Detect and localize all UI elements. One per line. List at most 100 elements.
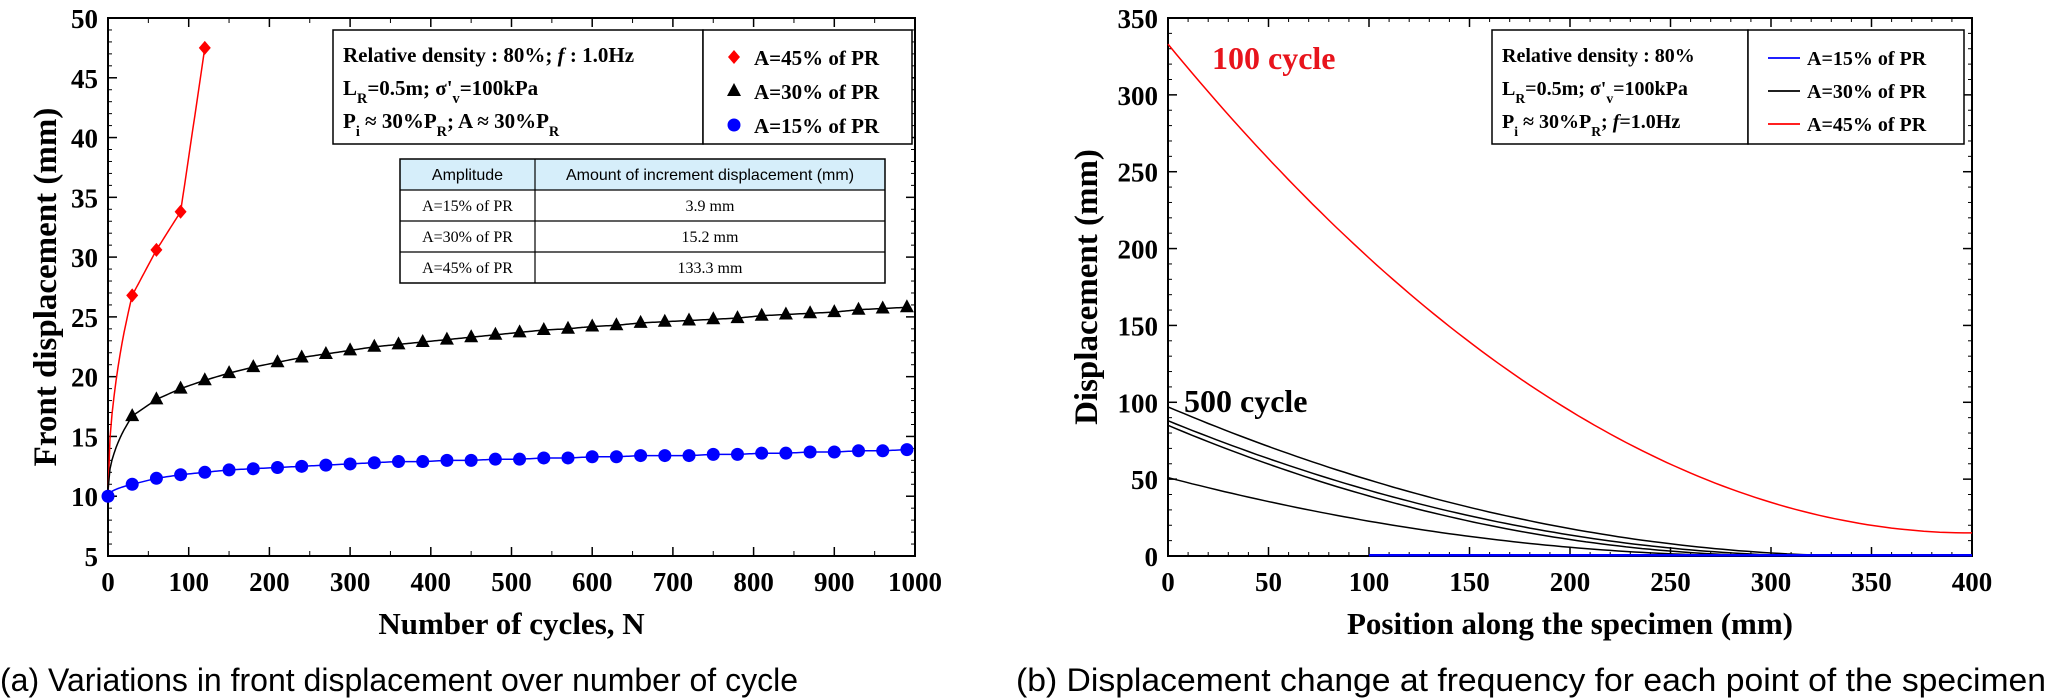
chart-b-ytick-label: 150 [1118, 311, 1159, 341]
chart-a-point [125, 477, 139, 491]
chart-a-info-line: Relative density : 80%; f : 1.0Hz [343, 43, 634, 67]
chart-a-point [488, 452, 502, 466]
chart-a-point [416, 455, 430, 469]
chart-a-xtick-label: 0 [101, 567, 115, 597]
chart-a-ytick-label: 35 [71, 183, 98, 213]
chart-a-point [778, 306, 793, 320]
chart-a-point [319, 458, 333, 472]
chart-a-point [682, 449, 696, 463]
chart-a-point [149, 391, 164, 405]
chart-a-point [198, 40, 211, 55]
chart-a-point [367, 338, 382, 352]
chart-a-point [537, 451, 551, 465]
chart-a-point [851, 301, 866, 315]
chart-a-ytick-label: 10 [71, 482, 98, 512]
chart-a-xtick-label: 1000 [888, 567, 942, 597]
chart-b-xtick-label: 50 [1255, 567, 1282, 597]
chart-b-legend-label: A=45% of PR [1807, 114, 1927, 136]
chart-b-ytick-label: 50 [1131, 465, 1158, 495]
chart-a-ytick-label: 45 [71, 64, 98, 94]
chart-a-point [439, 331, 454, 345]
chart-a-point [754, 307, 769, 321]
chart-a-table-header: Amplitude [432, 167, 503, 184]
chart-a-ytick-label: 15 [71, 422, 98, 452]
chart-a-point [513, 452, 527, 466]
chart-b-info-box: Relative density : 80% LR=0.5m; σ'v=100kP… [1491, 29, 1749, 145]
chart-a-point [706, 311, 721, 325]
chart-a-xtick-label: 300 [330, 567, 371, 597]
chart-a-table-cell: A=45% of PR [422, 260, 513, 277]
chart-a-point [174, 204, 187, 219]
chart-a-ytick-label: 40 [71, 124, 98, 154]
chart-a-point [343, 342, 358, 356]
chart-a-xtick-label: 900 [814, 567, 855, 597]
chart-a-point [367, 456, 381, 470]
chart-b-xtick-label: 150 [1449, 567, 1490, 597]
chart-a-legend-label: A=30% of PR [754, 80, 880, 104]
chart-b-xtick-label: 350 [1851, 567, 1892, 597]
chart-a-point [852, 444, 866, 458]
caption-a: (a) Variations in front displacement ove… [0, 662, 798, 698]
chart-b-legend-label: A=15% of PR [1807, 48, 1927, 70]
chart-a-xtick-label: 700 [653, 567, 694, 597]
chart-a-point [827, 304, 842, 318]
chart-b-series-line [1167, 406, 1972, 557]
chart-a-series [101, 443, 914, 503]
chart-a-table-cell: 133.3 mm [678, 260, 743, 277]
chart-a-point [803, 445, 817, 459]
chart-b-info-line: LR=0.5m; σ'v=100kPa [1502, 78, 1688, 106]
chart-a-point [197, 372, 212, 386]
chart-a-point [561, 451, 575, 465]
chart-a-point [149, 471, 163, 485]
chart-b: 0 50 100 150 200 250 300 350 400 0 50 100 150 200 250 3… [1069, 4, 1992, 641]
chart-a-info-frame [332, 29, 704, 145]
chart-b-xtick-label: 250 [1650, 567, 1691, 597]
chart-b-xtick-label: 0 [1161, 567, 1175, 597]
chart-b-ylabel: Displacement (mm) [1069, 149, 1105, 425]
chart-a-point [391, 336, 406, 350]
chart-a-point [634, 449, 648, 463]
chart-b-ytick-label: 350 [1118, 4, 1159, 34]
chart-b-ytick-label: 0 [1145, 542, 1159, 572]
chart-a-series [107, 40, 211, 497]
chart-a-table-cell: 3.9 mm [686, 198, 735, 215]
chart-a-point [318, 346, 333, 359]
chart-a-point [609, 450, 623, 464]
chart-a-point [585, 450, 599, 464]
chart-a-point [658, 449, 672, 463]
chart-a-point [294, 349, 309, 363]
chart-a-xtick-label: 200 [249, 567, 290, 597]
chart-a-series [107, 299, 914, 491]
chart-a-info-line: Pi ≈ 30%PR; A ≈ 30%PR [343, 109, 560, 140]
chart-a-point [779, 446, 793, 460]
chart-a-point [657, 313, 672, 327]
chart-a-point [270, 461, 284, 475]
chart-b-series-line [1167, 420, 1972, 557]
chart-a-point [488, 326, 503, 340]
chart-a-point [440, 453, 454, 467]
chart-a-table-cell: A=15% of PR [422, 198, 513, 215]
chart-a-point [392, 455, 406, 469]
chart-a-point [125, 408, 140, 422]
chart-a-xtick-label: 500 [491, 567, 532, 597]
chart-b-legend-frame [1747, 29, 1965, 145]
chart-b-ytick-label: 300 [1118, 81, 1159, 111]
chart-a-point [900, 443, 914, 457]
chart-a-series-line [107, 47, 206, 497]
chart-a-info-box: Relative density : 80%; f : 1.0Hz LR=0.5m… [332, 29, 704, 145]
chart-a-point [150, 242, 163, 257]
chart-a-legend: A=45% of PR A=30% of PR A=15% of PR [702, 29, 913, 145]
chart-a-table-cell: A=30% of PR [422, 229, 513, 246]
chart-a-point [343, 457, 357, 471]
chart-b-info-frame [1491, 29, 1749, 145]
chart-a-series-line [107, 306, 907, 491]
chart-a-point [295, 459, 309, 473]
chart-b-ytick-label: 250 [1118, 158, 1159, 188]
chart-b-xtick-label: 100 [1349, 567, 1390, 597]
chart-b-series-line [1167, 424, 1972, 557]
chart-b-xtick-label: 300 [1751, 567, 1792, 597]
chart-a-xtick-label: 100 [168, 567, 209, 597]
caption-b: (b) Displacement change at frequency for… [1016, 662, 2046, 698]
chart-b-xtick-label: 200 [1550, 567, 1591, 597]
chart-a-legend-marker [727, 118, 741, 132]
